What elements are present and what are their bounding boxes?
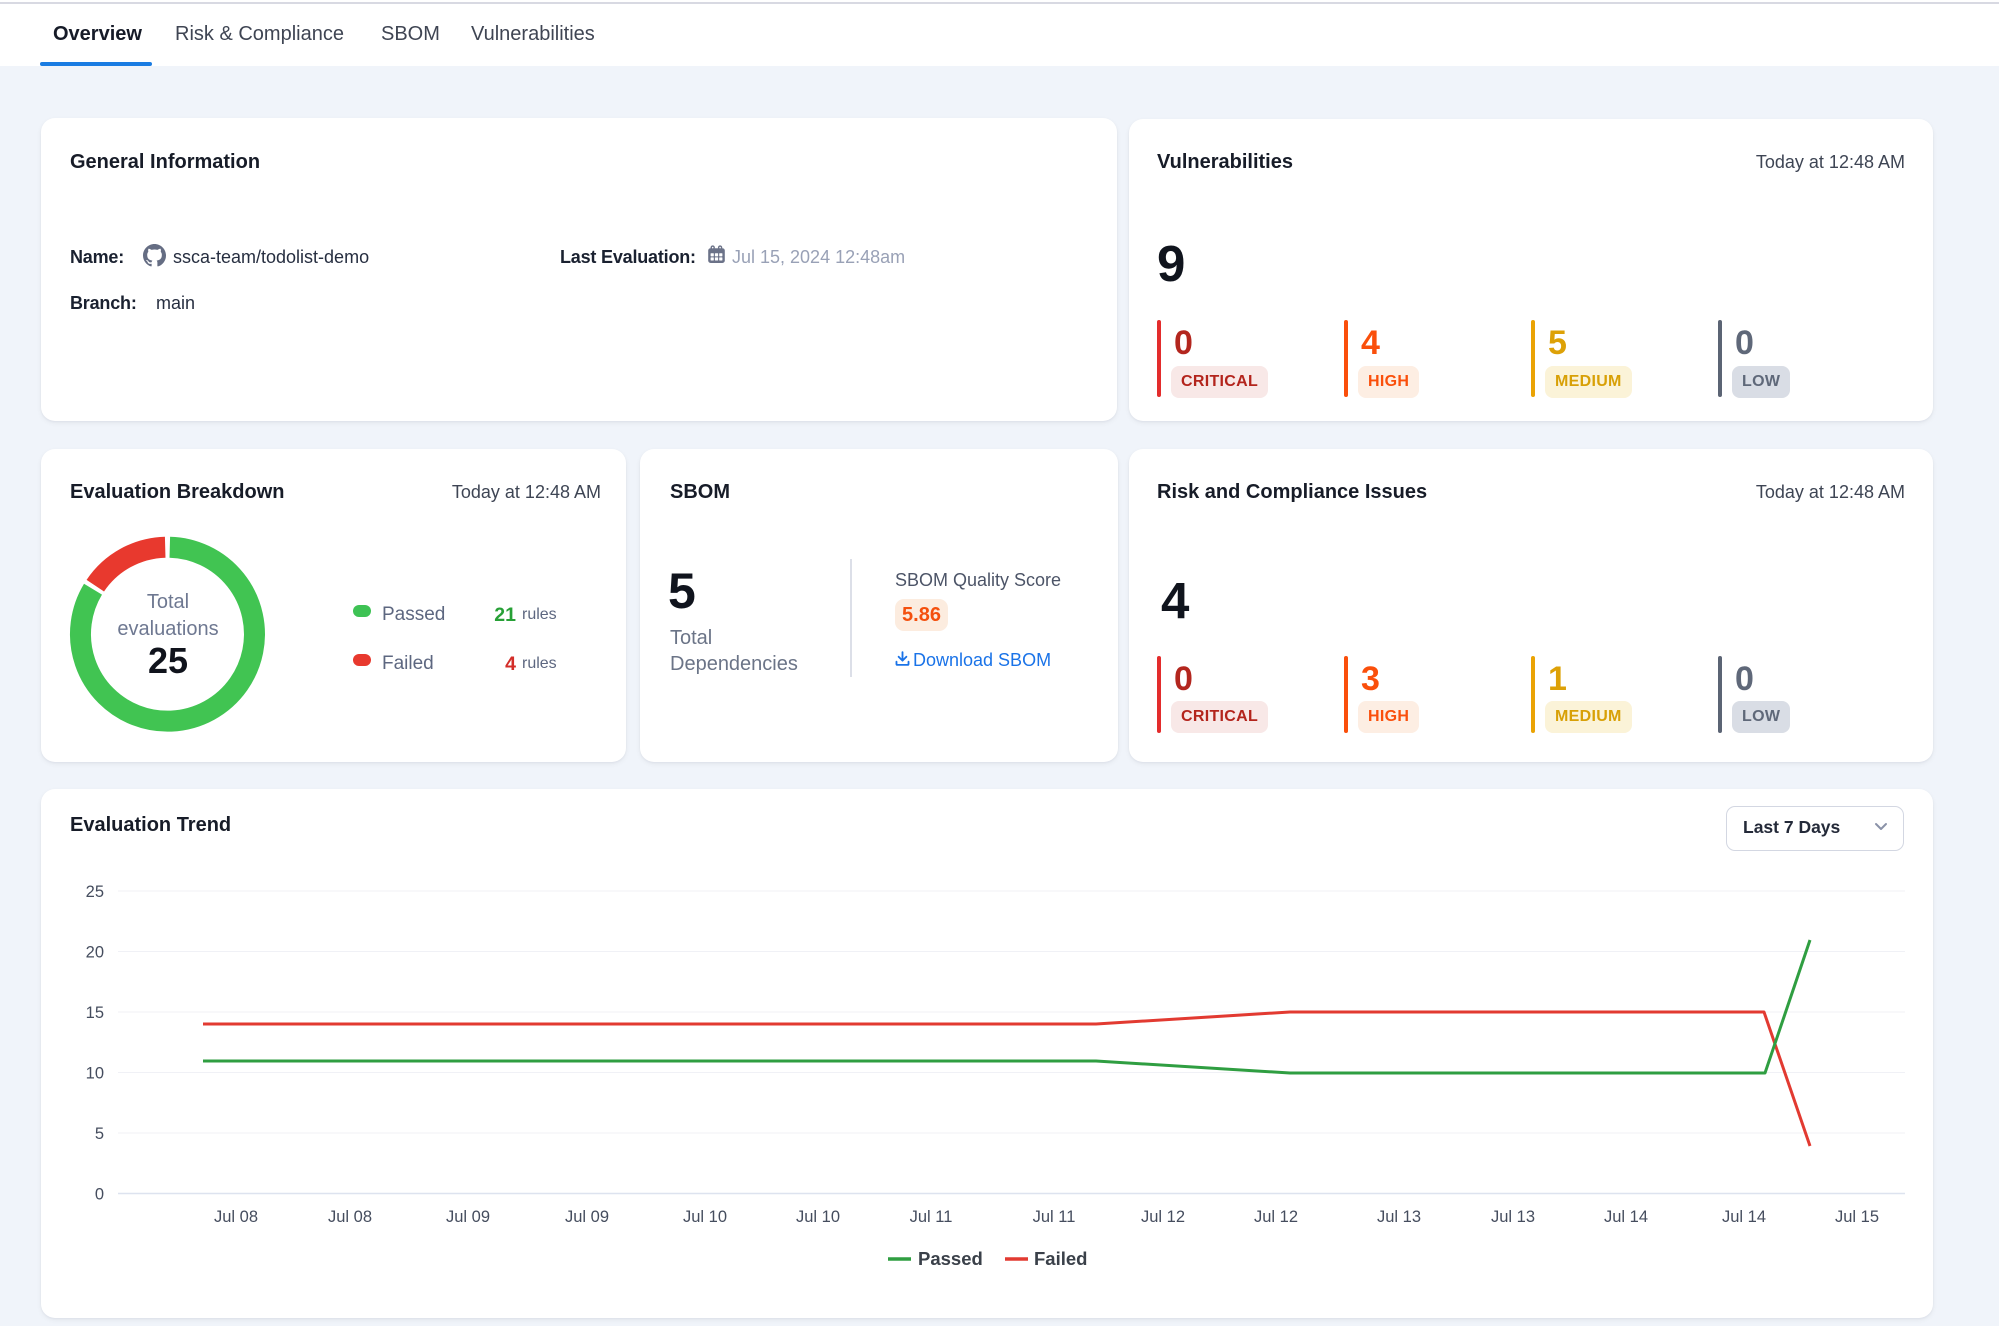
svg-text:Failed: Failed — [1034, 1248, 1087, 1269]
svg-text:Jul 12: Jul 12 — [1141, 1208, 1185, 1226]
svg-text:Jul 10: Jul 10 — [683, 1208, 727, 1226]
svg-text:Jul 10: Jul 10 — [796, 1208, 840, 1226]
svg-text:Jul 09: Jul 09 — [565, 1208, 609, 1226]
svg-text:Jul 11: Jul 11 — [910, 1208, 953, 1226]
svg-text:Jul 11: Jul 11 — [1033, 1208, 1076, 1226]
svg-text:Jul 13: Jul 13 — [1491, 1208, 1535, 1226]
svg-text:Jul 15: Jul 15 — [1835, 1208, 1879, 1226]
svg-text:Passed: Passed — [918, 1248, 983, 1269]
svg-text:Jul 14: Jul 14 — [1722, 1208, 1766, 1226]
svg-text:0: 0 — [95, 1186, 104, 1204]
svg-text:10: 10 — [86, 1065, 104, 1083]
svg-text:Jul 12: Jul 12 — [1254, 1208, 1298, 1226]
svg-text:Jul 09: Jul 09 — [446, 1208, 490, 1226]
svg-text:Jul 08: Jul 08 — [328, 1208, 372, 1226]
svg-text:Jul 14: Jul 14 — [1604, 1208, 1648, 1226]
svg-text:20: 20 — [86, 944, 104, 962]
svg-text:5: 5 — [95, 1125, 104, 1143]
svg-text:25: 25 — [86, 883, 104, 901]
svg-text:Jul 08: Jul 08 — [214, 1208, 258, 1226]
svg-text:15: 15 — [86, 1004, 104, 1022]
svg-text:Jul 13: Jul 13 — [1377, 1208, 1421, 1226]
